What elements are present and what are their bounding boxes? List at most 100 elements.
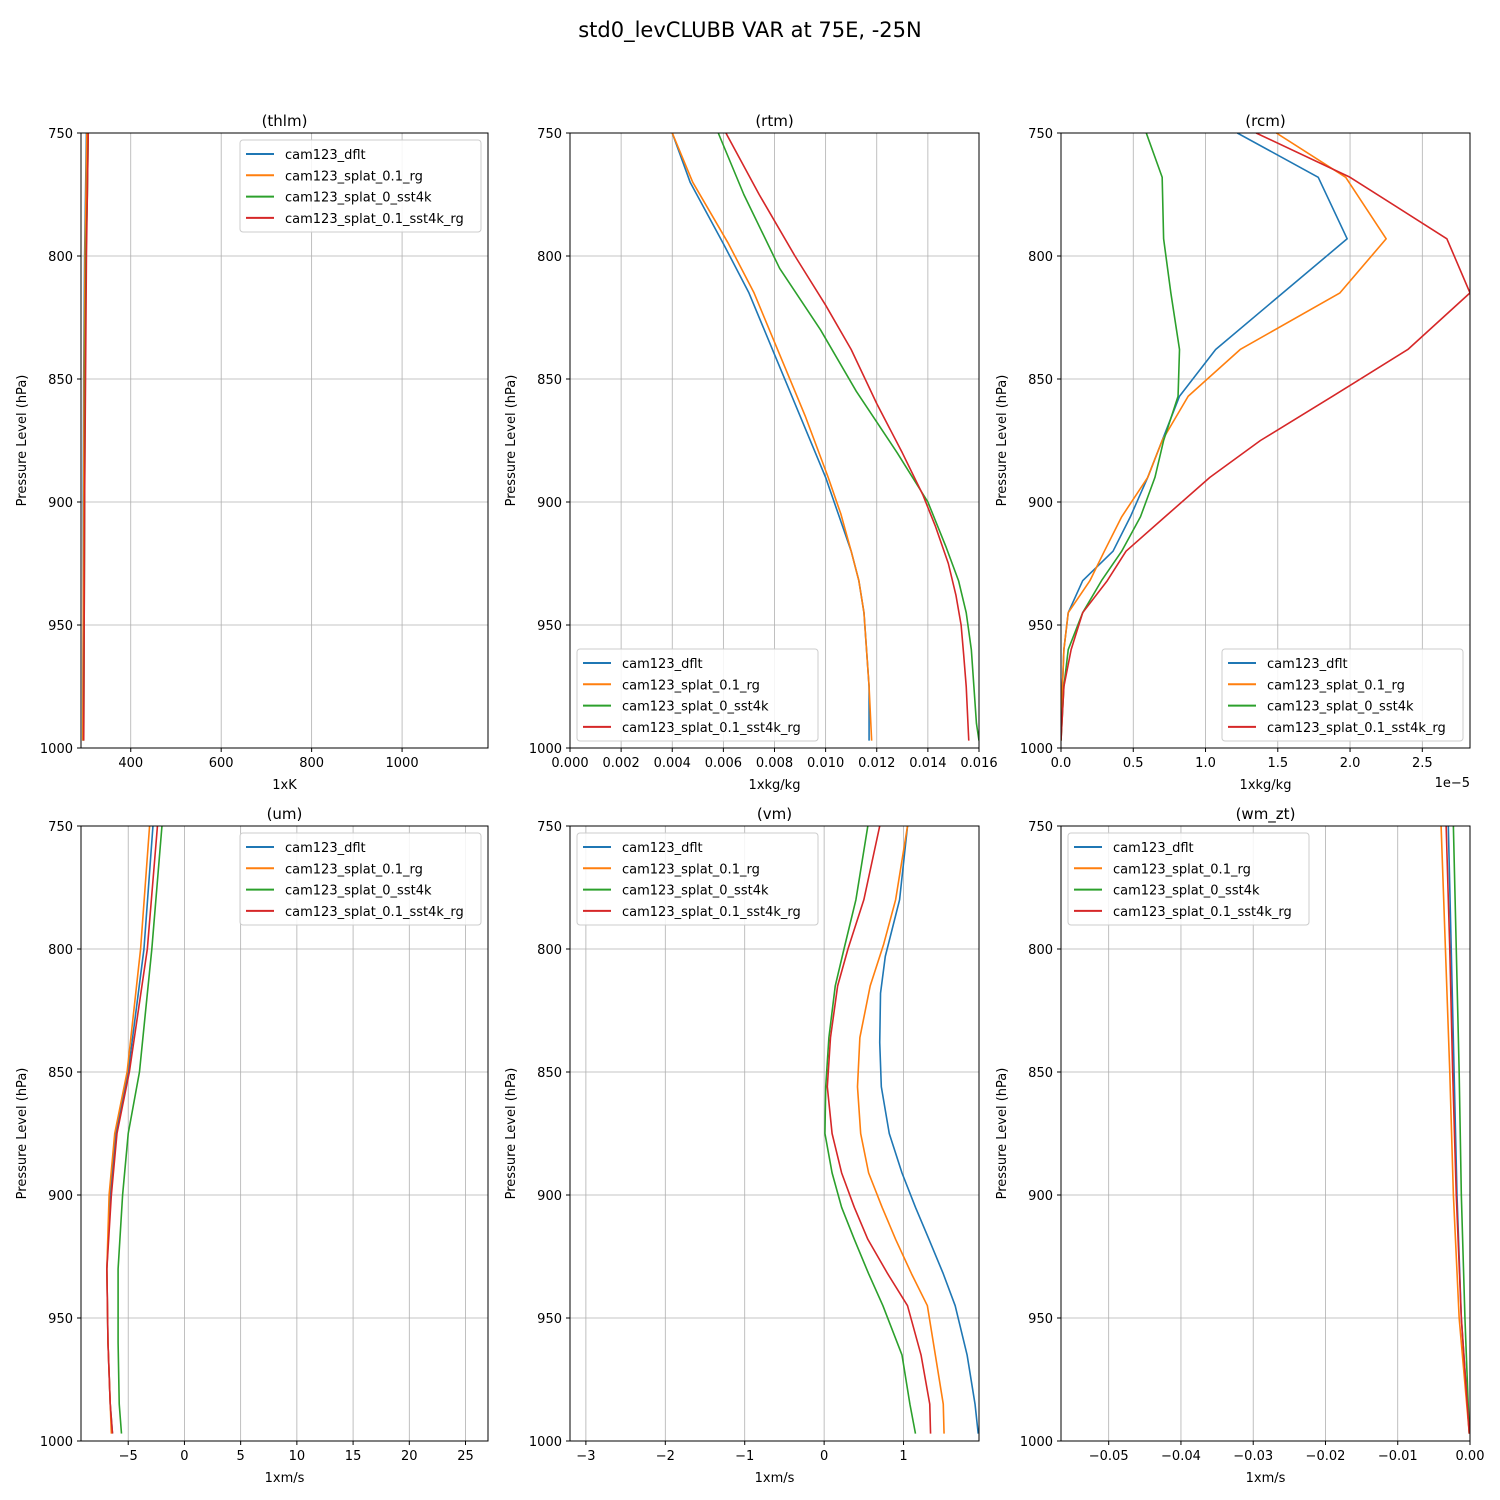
subplot-title: (wm_zt)	[1236, 805, 1296, 824]
legend-entry: cam123_dflt	[285, 148, 366, 163]
legend-entry: cam123_splat_0_sst4k	[285, 191, 432, 206]
x-tick-label: 0.00	[1456, 1449, 1485, 1464]
subplot-vm: −3 −2 −1 0 1 750 800 850 900 950 1000 (vm) 1xm/s Pres…	[504, 805, 980, 1486]
y-tick-label: 850	[1028, 1066, 1053, 1081]
x-tick-label: 400	[118, 756, 143, 771]
series-line-cam123_splat_0.1_sst4k_rg	[82, 133, 90, 741]
y-axis-label: Pressure Level (hPa)	[995, 1068, 1010, 1200]
legend: cam123_dflt cam123_splat_0.1_rg cam123_spl…	[1067, 832, 1310, 926]
legend-box	[239, 139, 482, 233]
legend-entry: cam123_dflt	[1113, 841, 1194, 856]
legend-entry: cam123_splat_0_sst4k	[622, 884, 769, 899]
series-line-cam123_splat_0.1_rg	[671, 133, 873, 741]
y-tick-label: 900	[537, 1189, 562, 1204]
y-tick-label: 750	[537, 127, 562, 142]
x-tick-label: 0.0	[1051, 756, 1072, 771]
y-tick-label: 950	[537, 1312, 562, 1327]
legend-entry: cam123_splat_0.1_rg	[1113, 862, 1251, 877]
y-tick-label: 800	[48, 250, 73, 265]
x-tick-label: 2.5	[1412, 756, 1433, 771]
legend-box	[239, 832, 482, 926]
legend-box	[576, 648, 819, 742]
x-tick-label: 1.5	[1267, 756, 1288, 771]
series-line-cam123_splat_0_sst4k	[117, 826, 163, 1434]
series-line-cam123_splat_0.1_sst4k_rg	[1061, 133, 1470, 741]
series-line-cam123_splat_0.1_rg	[1440, 826, 1470, 1434]
legend-entry: cam123_dflt	[622, 841, 703, 856]
x-tick-label: −5	[119, 1449, 138, 1464]
x-tick-label: −1	[735, 1449, 754, 1464]
legend: cam123_dflt cam123_splat_0.1_rg cam123_spl…	[1221, 648, 1464, 742]
y-tick-label: 900	[48, 1189, 73, 1204]
x-offset-text: 1e−5	[1435, 776, 1470, 791]
legend-entry: cam123_dflt	[622, 657, 703, 672]
y-tick-label: 950	[1028, 1312, 1053, 1327]
x-tick-label: 20	[401, 1449, 418, 1464]
series-line-cam123_splat_0_sst4k	[1452, 826, 1470, 1434]
legend-entry: cam123_splat_0_sst4k	[285, 884, 432, 899]
legend-entry: cam123_splat_0.1_sst4k_rg	[622, 905, 801, 920]
x-tick-label: 600	[209, 756, 234, 771]
y-tick-label: 1000	[40, 1435, 73, 1450]
y-tick-label: 850	[48, 1066, 73, 1081]
y-axis-label: Pressure Level (hPa)	[995, 375, 1010, 507]
x-tick-label: 0.012	[858, 756, 895, 771]
x-tick-label: −0.05	[1089, 1449, 1129, 1464]
y-tick-label: 1000	[40, 742, 73, 757]
x-tick-label: 1	[899, 1449, 907, 1464]
x-axis-label: 1xm/s	[265, 1471, 305, 1486]
legend-entry: cam123_splat_0_sst4k	[622, 700, 769, 715]
y-tick-label: 850	[537, 1066, 562, 1081]
legend: cam123_dflt cam123_splat_0.1_rg cam123_spl…	[576, 648, 819, 742]
y-tick-label: 900	[1028, 1189, 1053, 1204]
x-tick-label: 800	[299, 756, 324, 771]
y-tick-label: 800	[1028, 943, 1053, 958]
x-tick-label: 10	[289, 1449, 306, 1464]
axes-frame	[1060, 132, 1471, 749]
legend-entry: cam123_dflt	[285, 841, 366, 856]
x-tick-label: 0.016	[960, 756, 997, 771]
legend-entry: cam123_splat_0.1_rg	[622, 862, 760, 877]
y-tick-label: 850	[1028, 373, 1053, 388]
x-tick-label: 0	[180, 1449, 188, 1464]
y-tick-label: 750	[1028, 127, 1053, 142]
y-tick-label: 950	[48, 619, 73, 634]
series-line-cam123_splat_0.1_rg	[1061, 133, 1387, 741]
axes-frame	[1060, 825, 1471, 1442]
x-tick-label: 1.0	[1195, 756, 1216, 771]
y-tick-label: 950	[48, 1312, 73, 1327]
y-tick-label: 1000	[529, 1435, 562, 1450]
y-axis-label: Pressure Level (hPa)	[504, 1068, 519, 1200]
legend-box	[1067, 832, 1310, 926]
y-tick-label: 1000	[1020, 742, 1053, 757]
y-tick-label: 800	[537, 943, 562, 958]
y-tick-label: 1000	[529, 742, 562, 757]
subplot-um: −5 0 5 10 15 20 25 750 800 850 900 950 1000 (um) 1xm/s…	[15, 805, 489, 1486]
axes-frame	[80, 825, 489, 1442]
legend: cam123_dflt cam123_splat_0.1_rg cam123_spl…	[576, 832, 819, 926]
x-tick-label: −0.04	[1161, 1449, 1201, 1464]
subplot-title: (rtm)	[755, 112, 793, 130]
legend-entry: cam123_splat_0.1_sst4k_rg	[622, 721, 801, 736]
subplot-rtm: 0.000 0.002 0.004 0.006 0.008 0.010 0.012 0.014…	[504, 112, 998, 793]
series-line-cam123_splat_0_sst4k	[824, 826, 917, 1434]
subplot-title: (rcm)	[1245, 112, 1285, 130]
y-tick-label: 1000	[1020, 1435, 1053, 1450]
x-tick-label: 0.000	[551, 756, 588, 771]
x-tick-label: −0.01	[1378, 1449, 1418, 1464]
series-line-cam123_dflt	[878, 826, 979, 1434]
legend-entry: cam123_splat_0_sst4k	[1113, 884, 1260, 899]
x-axis-label: 1xkg/kg	[749, 778, 801, 793]
y-tick-label: 800	[48, 943, 73, 958]
legend-entry: cam123_splat_0.1_sst4k_rg	[285, 212, 464, 227]
figure-suptitle: std0_levCLUBB VAR at 75E, -25N	[578, 18, 922, 43]
series-line-cam123_splat_0_sst4k	[1061, 133, 1181, 741]
axes-frame	[569, 825, 980, 1442]
legend-box	[1221, 648, 1464, 742]
y-tick-label: 750	[48, 820, 73, 835]
x-tick-label: 25	[457, 1449, 474, 1464]
x-tick-label: −0.02	[1306, 1449, 1346, 1464]
legend-entry: cam123_splat_0.1_sst4k_rg	[285, 905, 464, 920]
x-tick-label: 2.0	[1340, 756, 1361, 771]
y-tick-label: 900	[537, 496, 562, 511]
